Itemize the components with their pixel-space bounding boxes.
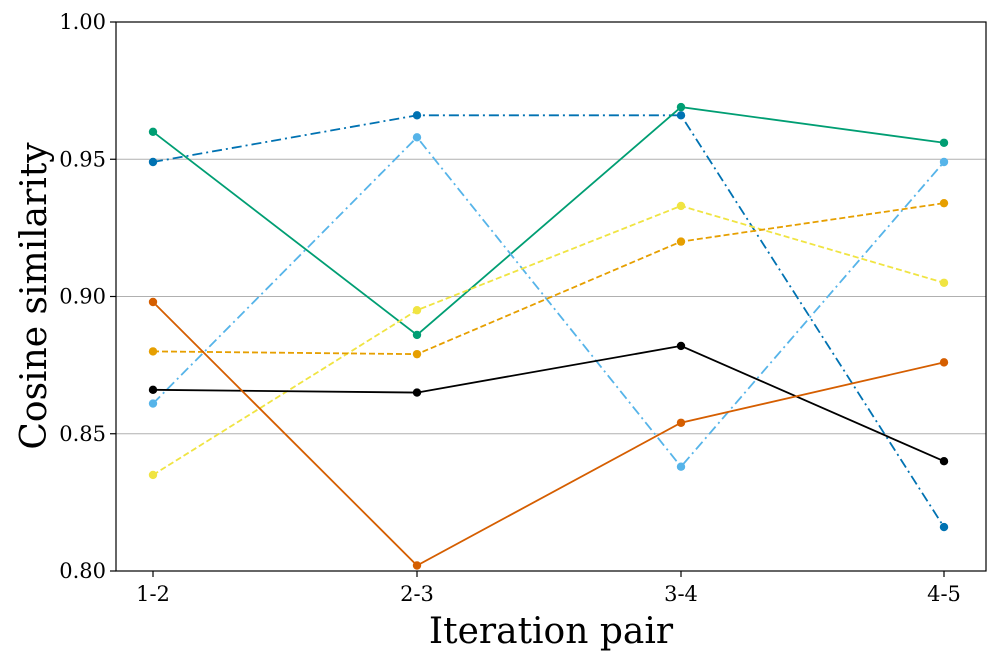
series-green-line: [152, 106, 945, 337]
series-black: [148, 341, 949, 466]
y-tick-label: 0.95: [59, 147, 106, 171]
y-tick-label: 0.90: [59, 285, 106, 309]
series-green-point: [676, 102, 686, 112]
series-vermillion-point: [148, 297, 158, 307]
x-tick-label: 3-4: [664, 582, 698, 606]
series-black-point: [939, 457, 949, 466]
series-vermillion-point: [939, 358, 949, 367]
x-tick-label: 4-5: [927, 582, 961, 606]
series-black-point: [148, 385, 158, 395]
series-yellow-line: [152, 204, 945, 476]
series-yellow-point: [148, 470, 158, 480]
series-orange-point: [412, 349, 422, 359]
series-orange-point: [939, 198, 949, 208]
x-tick-label: 1-2: [136, 582, 170, 606]
y-axis-label: Cosine similarity: [14, 142, 55, 450]
series-vermillion-point: [676, 418, 686, 427]
series-orange-point: [148, 347, 158, 356]
series-dark-blue-point: [676, 111, 686, 120]
series-lines: [148, 102, 949, 570]
series-dark-blue-point: [412, 111, 422, 120]
axis-ticks: 0.80 0.85 0.90 0.95 1.00 1-2 2-3 3-4 4-5: [59, 10, 961, 606]
series-green-point: [412, 330, 422, 340]
series-dark-blue-point: [148, 157, 158, 167]
series-yellow-point: [939, 278, 949, 287]
series-yellow-point: [412, 306, 422, 315]
y-tick-label: 1.00: [59, 10, 106, 34]
series-yellow-point: [676, 201, 686, 211]
x-axis-label: Iteration pair: [429, 611, 674, 652]
series-dark-blue-line: [152, 114, 945, 528]
series-orange: [148, 198, 949, 359]
series-black-line: [152, 344, 945, 463]
series-sky-blue-point: [939, 157, 949, 167]
x-tick-label: 2-3: [400, 582, 434, 606]
series-sky-blue: [148, 133, 949, 471]
series-sky-blue-point: [148, 399, 158, 408]
series-orange-line: [152, 202, 945, 356]
series-dark-blue: [148, 111, 949, 532]
series-green-point: [148, 127, 158, 136]
series-yellow: [148, 201, 949, 480]
series-dark-blue-point: [939, 522, 949, 532]
series-vermillion-line: [152, 301, 945, 567]
series-sky-blue-line: [152, 135, 945, 469]
series-vermillion: [148, 297, 949, 570]
series-black-point: [676, 341, 686, 351]
series-green-point: [939, 138, 949, 147]
series-sky-blue-point: [676, 462, 686, 471]
series-green: [148, 102, 949, 340]
y-tick-label: 0.80: [59, 559, 106, 583]
series-sky-blue-point: [412, 133, 422, 142]
y-tick-label: 0.85: [59, 422, 106, 446]
series-orange-point: [676, 237, 686, 246]
series-black-point: [412, 388, 422, 397]
series-vermillion-point: [412, 561, 422, 570]
